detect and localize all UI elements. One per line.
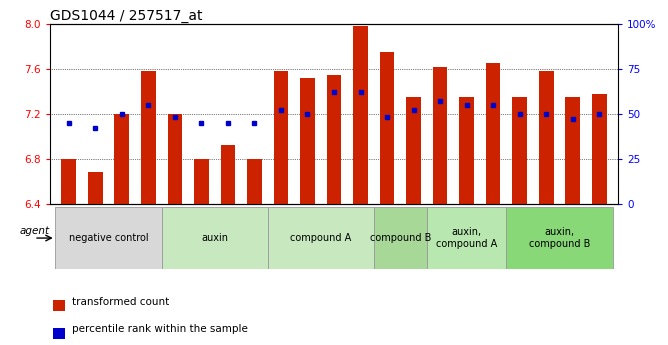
Text: percentile rank within the sample: percentile rank within the sample bbox=[71, 325, 248, 334]
Bar bbox=[374, 207, 427, 269]
Bar bbox=[486, 63, 500, 204]
Bar bbox=[406, 97, 421, 204]
Text: compound A: compound A bbox=[290, 233, 351, 243]
Bar bbox=[61, 159, 76, 204]
Text: agent: agent bbox=[20, 226, 50, 236]
Text: compound B: compound B bbox=[369, 233, 431, 243]
Bar bbox=[300, 78, 315, 204]
Text: auxin,
compound A: auxin, compound A bbox=[436, 227, 497, 249]
Bar bbox=[141, 71, 156, 204]
Bar bbox=[168, 114, 182, 204]
Text: auxin,
compound B: auxin, compound B bbox=[529, 227, 591, 249]
Text: auxin: auxin bbox=[201, 233, 228, 243]
Bar bbox=[274, 71, 288, 204]
Bar bbox=[353, 27, 368, 204]
Bar bbox=[512, 97, 527, 204]
Text: GDS1044 / 257517_at: GDS1044 / 257517_at bbox=[50, 9, 202, 23]
Bar bbox=[55, 207, 162, 269]
Bar bbox=[53, 300, 65, 311]
Bar bbox=[592, 94, 607, 204]
Bar bbox=[114, 114, 129, 204]
Bar bbox=[506, 207, 613, 269]
Bar bbox=[539, 71, 554, 204]
Bar bbox=[53, 328, 65, 339]
Bar bbox=[268, 207, 374, 269]
Bar bbox=[380, 52, 394, 204]
Bar bbox=[220, 145, 235, 204]
Bar bbox=[247, 159, 262, 204]
Bar bbox=[566, 97, 580, 204]
Bar bbox=[327, 75, 341, 204]
Bar bbox=[427, 207, 506, 269]
Bar bbox=[88, 172, 102, 204]
Text: negative control: negative control bbox=[69, 233, 148, 243]
Bar bbox=[460, 97, 474, 204]
Text: transformed count: transformed count bbox=[71, 297, 169, 306]
Bar bbox=[433, 67, 448, 204]
Bar bbox=[194, 159, 208, 204]
Bar bbox=[162, 207, 268, 269]
